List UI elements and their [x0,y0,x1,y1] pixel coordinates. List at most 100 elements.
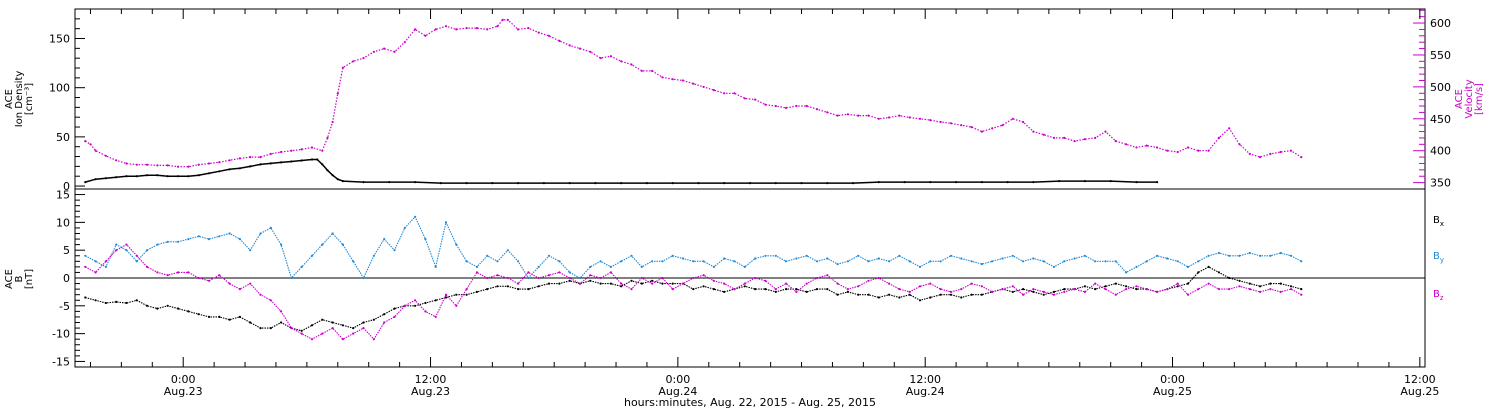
density-point [326,169,329,172]
velocity-point [517,28,520,31]
by-point [372,254,375,257]
bz-point [280,310,283,313]
bz-point [795,290,798,293]
by-point [846,260,850,263]
velocity-point [640,69,643,72]
by-point [1197,260,1200,263]
density-point [321,163,324,166]
by-point [620,260,623,263]
bz-point [269,299,272,302]
density-point [228,168,231,171]
by-point [991,260,994,263]
velocity-point [1217,136,1220,139]
density-point [774,182,777,185]
bx-point [857,293,860,296]
bx-point [620,285,623,288]
by-point [774,254,777,257]
density-point [568,182,571,185]
density-point [177,175,180,178]
bz-point [331,327,334,330]
bz-point [383,321,386,324]
by-point [383,238,386,241]
by-point [207,238,211,241]
by-point [166,240,169,243]
bx-point [785,288,788,291]
velocity-point [1145,144,1148,147]
density-tick-label: 150 [49,33,70,46]
bx-point [970,293,973,296]
by-point [630,254,633,257]
by-point [280,243,283,246]
by-point [681,257,685,260]
bz-point [898,288,901,291]
velocity-point [929,119,932,122]
velocity-axis-label-line-2: Velocity [1464,79,1475,118]
bx-point [702,285,705,288]
bz-point [104,260,107,263]
b-legend: Bx By Bz [1433,215,1444,302]
bz-point [187,271,190,274]
by-point [795,257,798,260]
density-point [280,161,283,164]
b-tick-label: 15 [56,189,70,202]
by-point [826,257,829,260]
bz-point [1125,288,1128,291]
velocity-point [310,146,314,149]
bx-point [723,290,726,293]
by-point [135,260,138,263]
velocity-point [455,28,458,31]
date-tick-label: Aug.25 [1400,385,1439,398]
density-point [135,175,138,178]
velocity-point [444,25,448,28]
bx-point [104,301,107,305]
by-point [1238,254,1241,257]
bx-point [393,307,396,310]
bx-point [846,290,850,293]
bz-point [733,288,736,291]
by-point [640,265,643,268]
density-point [800,182,803,185]
by-point [651,260,654,263]
density-point [197,174,200,177]
bx-point [269,327,272,330]
bx-point [1094,288,1097,291]
density-point [697,182,700,185]
bx-point [939,293,942,296]
legend-bz: Bz [1433,289,1444,302]
velocity-point [1176,150,1179,154]
bz-point [177,271,180,274]
by-point [877,257,880,260]
velocity-point [774,104,777,108]
date-tick-label: Aug.23 [164,385,203,398]
b-axis-ticks: -15 -10 -5 0 5 10 15 [52,189,1425,368]
bz-point [1176,282,1179,285]
velocity-point [960,124,963,127]
bz-point [156,271,159,274]
bz-point [949,290,953,293]
by-point [1259,254,1262,257]
density-point [748,182,752,185]
bz-point [877,276,880,280]
density-point [156,174,159,177]
bz-point [547,274,551,277]
by-point [414,215,417,218]
bz-point [166,274,169,277]
bz-point [702,274,705,277]
bz-point [1001,288,1004,291]
velocity-point [1248,152,1251,155]
bz-point [589,274,592,277]
velocity-point [383,47,386,50]
velocity-point [620,60,623,63]
by-point [486,254,489,257]
velocity-point [1207,149,1210,152]
velocity-point [372,50,375,53]
velocity-point [1156,146,1159,149]
bx-point [1104,285,1107,288]
bz-point [857,285,860,288]
velocity-point [991,127,994,130]
bx-point [836,293,839,296]
velocity-point [1125,143,1128,146]
bx-point [527,288,530,291]
bz-point [1279,290,1282,293]
bx-point [661,282,664,285]
